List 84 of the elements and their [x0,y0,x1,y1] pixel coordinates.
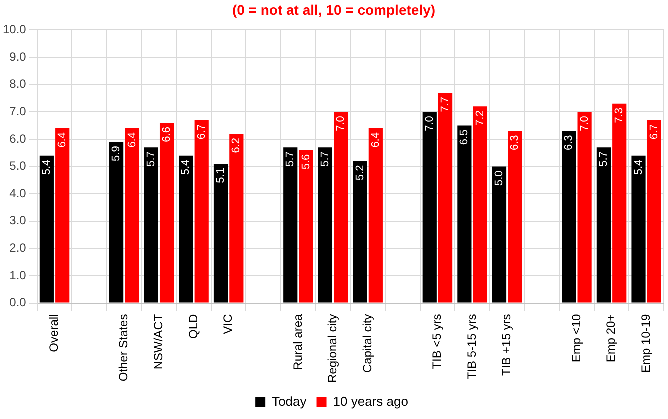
data-label: 6.4 [126,132,138,148]
data-label: 7.7 [440,97,452,112]
bar [110,142,124,303]
bar [353,161,368,303]
data-label: 7.2 [474,110,486,126]
data-label: 6.3 [563,135,576,151]
data-label: 5.7 [319,152,332,167]
data-label: 6.5 [458,130,471,146]
data-label: 5.7 [284,152,297,167]
bar [56,128,70,303]
bar [230,134,244,303]
bar [458,126,472,303]
y-tick-label: 5.0 [10,159,27,174]
x-tick-label: QLD [186,314,200,339]
x-tick-label: TIB <5 yrs [430,314,444,370]
data-label: 6.6 [161,127,174,142]
bar [368,128,383,303]
bar [318,148,332,303]
bar [492,166,507,303]
bar [422,112,437,303]
data-label: 5.4 [180,160,192,176]
bar [612,104,627,303]
x-tick-label: Overall [47,314,62,352]
data-label: 7.0 [335,116,348,132]
bar [508,131,522,303]
y-tick-label: 10.0 [2,22,27,37]
x-tick-label: Regional city [326,314,340,383]
bar [194,120,209,303]
bar [438,93,453,303]
y-tick-label: 7.0 [10,104,27,118]
data-label: 5.0 [494,170,506,186]
y-tick-label: 2.0 [10,240,27,255]
data-label: 5.6 [300,154,312,170]
data-label: 7.3 [614,108,626,124]
y-tick-label: 6.0 [10,132,27,146]
data-label: 5.4 [632,160,645,176]
data-label: 6.3 [509,135,522,151]
bar [125,128,140,303]
bar [334,112,348,303]
bar [632,156,646,303]
data-label: 6.4 [56,132,69,148]
data-label: 6.7 [648,124,660,140]
bar [144,148,158,303]
bar [596,148,611,303]
y-tick-label: 3.0 [10,214,27,228]
bar [473,106,488,303]
bar [562,131,576,303]
bar [179,156,194,303]
x-tick-label: Emp <10 [569,314,584,363]
x-tick-label: Rural area [290,314,305,370]
x-tick-label: Other States [116,314,131,382]
y-tick-label: 8.0 [10,77,27,92]
bar [214,164,228,303]
data-label: 5.4 [40,160,53,176]
x-tick-label: VIC [221,314,236,334]
bar [578,112,592,303]
data-label: 5.9 [110,146,123,162]
x-tick-label: TIB 5-15 yrs [464,314,479,380]
y-tick-label: 0.0 [10,296,27,310]
bar [284,148,298,303]
x-tick-label: Emp 20+ [604,314,618,363]
bar [299,150,314,303]
data-label: 7.0 [424,116,436,132]
data-label: 6.2 [230,138,243,154]
data-label: 7.0 [578,116,591,132]
y-tick-label: 1.0 [10,268,27,282]
x-tick-label: NSW/ACT [152,314,166,370]
x-tick-label: Capital city [360,314,374,373]
data-label: 5.1 [215,168,228,184]
data-label: 6.4 [370,132,382,148]
data-label: 6.7 [196,124,208,140]
bar [40,156,54,303]
data-label: 5.7 [598,152,610,167]
y-tick-label: 4.0 [10,186,27,200]
x-tick-label: TIB +15 yrs [500,314,514,376]
legend-label: Today [272,394,308,410]
chart-title: (0 = not at all, 10 = completely) [231,1,437,20]
x-tick-label: Emp 10-19 [638,314,653,373]
data-label: 5.2 [354,165,366,181]
data-label: 5.7 [145,152,158,167]
bar [160,123,174,303]
bar [647,120,662,303]
y-tick-label: 9.0 [10,50,27,64]
legend-label: 10 years ago [333,394,408,410]
